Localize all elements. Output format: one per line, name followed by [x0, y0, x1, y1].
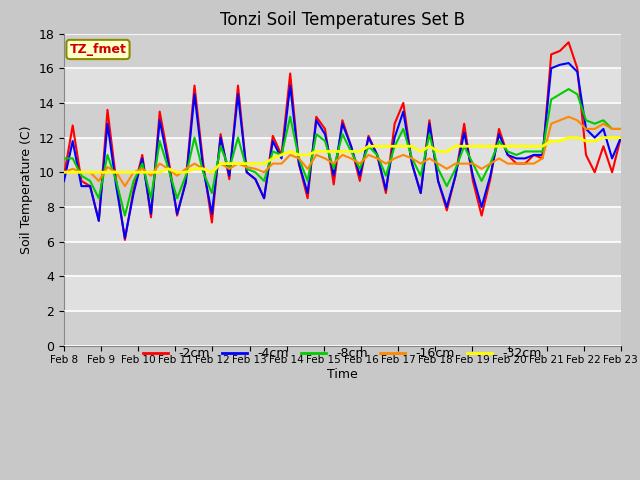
Line: -2cm: -2cm	[64, 42, 621, 240]
-16cm	[200, 166, 207, 172]
-8cm	[200, 169, 207, 175]
-4cm	[547, 65, 555, 71]
-16cm	[617, 126, 625, 132]
-16cm	[547, 121, 555, 127]
-8cm	[617, 126, 625, 132]
Line: -4cm: -4cm	[64, 63, 621, 238]
-4cm	[200, 166, 207, 172]
-4cm	[617, 135, 625, 141]
-32cm	[191, 166, 198, 172]
-8cm	[600, 118, 607, 123]
-8cm	[547, 96, 555, 102]
Bar	[64, 138, 621, 172]
-2cm	[60, 173, 68, 179]
-32cm	[225, 161, 233, 167]
Bar	[64, 68, 621, 103]
-4cm	[600, 126, 607, 132]
-2cm	[547, 51, 555, 57]
Bar	[64, 103, 621, 138]
-16cm	[356, 161, 364, 167]
-2cm	[600, 144, 607, 149]
-32cm	[60, 169, 68, 175]
Legend: -2cm, -4cm, -8cm, -16cm, -32cm: -2cm, -4cm, -8cm, -16cm, -32cm	[138, 342, 547, 365]
Line: -16cm: -16cm	[64, 117, 621, 186]
-4cm	[304, 190, 312, 196]
-8cm	[234, 135, 242, 141]
Bar	[64, 241, 621, 276]
Bar	[64, 34, 621, 68]
-8cm	[121, 213, 129, 218]
-16cm	[600, 121, 607, 127]
-16cm	[304, 166, 312, 172]
-32cm	[539, 144, 547, 149]
Title: Tonzi Soil Temperatures Set B: Tonzi Soil Temperatures Set B	[220, 11, 465, 29]
-32cm	[564, 135, 572, 141]
Bar	[64, 311, 621, 346]
-32cm	[617, 135, 625, 141]
-32cm	[295, 152, 303, 158]
-16cm	[60, 169, 68, 175]
Bar	[64, 172, 621, 207]
-4cm	[356, 173, 364, 179]
-2cm	[234, 83, 242, 88]
-8cm	[60, 156, 68, 161]
-16cm	[564, 114, 572, 120]
-16cm	[234, 161, 242, 167]
-2cm	[617, 135, 625, 141]
X-axis label: Time: Time	[327, 368, 358, 381]
-4cm	[564, 60, 572, 66]
Y-axis label: Soil Temperature (C): Soil Temperature (C)	[20, 125, 33, 254]
Line: -32cm: -32cm	[64, 138, 621, 172]
-16cm	[121, 183, 129, 189]
-32cm	[600, 135, 607, 141]
-32cm	[348, 149, 355, 155]
Line: -8cm: -8cm	[64, 89, 621, 216]
-2cm	[304, 195, 312, 201]
-4cm	[60, 178, 68, 184]
Bar	[64, 276, 621, 311]
-2cm	[121, 237, 129, 243]
-4cm	[234, 91, 242, 97]
-2cm	[200, 161, 207, 167]
Bar	[64, 207, 621, 241]
-8cm	[356, 166, 364, 172]
-2cm	[356, 178, 364, 184]
-2cm	[564, 39, 572, 45]
Text: TZ_fmet: TZ_fmet	[70, 43, 127, 56]
-8cm	[304, 178, 312, 184]
-4cm	[121, 235, 129, 241]
-8cm	[564, 86, 572, 92]
